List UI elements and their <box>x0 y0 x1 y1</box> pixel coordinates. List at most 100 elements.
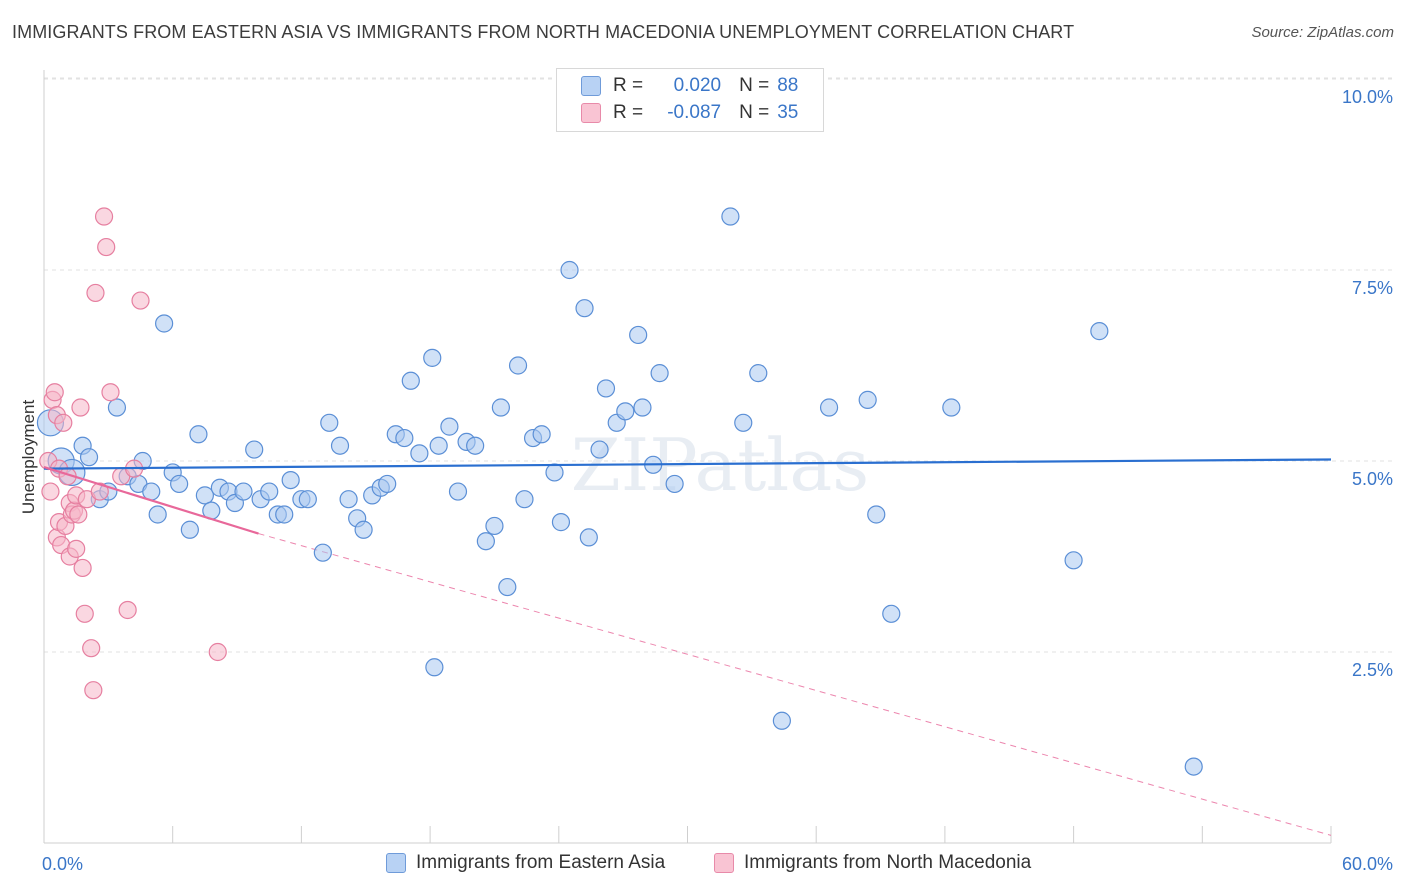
bottom-legend-label: Immigrants from North Macedonia <box>744 852 1032 873</box>
data-point-pink <box>54 413 73 432</box>
bottom-legend-north-macedonia: Immigrants from North Macedonia <box>714 852 1031 874</box>
data-point-blue <box>1090 322 1109 341</box>
data-point-blue <box>195 486 214 505</box>
data-point-blue <box>633 398 652 417</box>
data-point-blue <box>395 428 414 448</box>
data-point-blue <box>882 604 901 623</box>
data-point-blue <box>498 577 517 597</box>
data-point-pink <box>118 600 137 620</box>
data-point-pink <box>75 604 94 623</box>
data-point-blue <box>275 505 294 524</box>
data-point-pink <box>73 558 92 578</box>
data-point-pink <box>67 539 86 558</box>
data-point-pink <box>84 681 103 700</box>
legend-n-value: 35 <box>777 102 799 123</box>
data-point-blue <box>560 260 579 280</box>
data-point-pink <box>94 207 114 226</box>
legend-n-label: N = <box>739 75 770 96</box>
data-point-pink <box>41 482 60 501</box>
data-point-blue <box>734 413 753 432</box>
data-point-blue <box>155 314 174 333</box>
legend-r-value: 0.020 <box>673 75 722 96</box>
data-point-pink <box>208 642 227 662</box>
data-point-blue <box>466 436 485 455</box>
data-point-blue <box>410 444 429 463</box>
data-point-blue <box>749 364 768 383</box>
data-point-blue <box>189 425 208 444</box>
data-point-blue <box>579 528 598 547</box>
data-point-pink <box>97 237 116 257</box>
data-point-pink <box>69 505 88 524</box>
data-point-blue <box>942 398 961 417</box>
data-point-blue <box>721 207 740 226</box>
data-point-blue <box>354 520 373 539</box>
data-point-blue <box>330 436 350 455</box>
data-point-blue <box>485 516 504 536</box>
legend-swatch-blue <box>581 76 601 96</box>
data-point-blue <box>616 402 635 421</box>
data-point-blue <box>1064 551 1083 570</box>
chart-title: IMMIGRANTS FROM EASTERN ASIA VS IMMIGRAN… <box>12 22 1075 42</box>
data-point-blue <box>298 490 317 509</box>
data-point-blue <box>79 448 99 467</box>
data-point-blue <box>515 490 534 509</box>
data-point-blue <box>551 513 571 532</box>
y-tick-label: 7.5% <box>1352 278 1393 298</box>
bottom-legend-eastern-asia: Immigrants from Eastern Asia <box>386 852 665 874</box>
data-point-blue <box>1184 757 1203 776</box>
legend-n-label: N = <box>739 102 770 123</box>
data-point-blue <box>180 520 199 539</box>
data-point-pink <box>101 383 120 402</box>
data-point-blue <box>545 463 564 482</box>
data-point-pink <box>86 283 105 303</box>
data-point-blue <box>234 482 253 501</box>
trend-line-pink <box>43 466 259 535</box>
data-point-blue <box>429 436 448 455</box>
data-point-pink <box>71 398 90 417</box>
legend-r-label: R = <box>613 75 644 96</box>
legend-row-north-macedonia: R = -0.087 N = 35 <box>581 101 798 125</box>
legend-n-value: 88 <box>777 75 799 96</box>
data-point-blue <box>819 398 839 417</box>
y-tick-label: 5.0% <box>1352 469 1393 489</box>
data-point-blue <box>867 505 886 524</box>
data-point-blue <box>476 532 495 551</box>
trend-line-blue <box>43 458 1332 470</box>
data-point-blue <box>448 482 468 501</box>
legend-row-eastern-asia: R = 0.020 N = 88 <box>581 74 798 98</box>
data-point-pink <box>82 639 101 658</box>
legend-swatch-pink <box>581 103 601 123</box>
data-point-blue <box>401 371 420 390</box>
data-point-blue <box>665 474 684 494</box>
bottom-legend-swatch-blue <box>386 853 406 873</box>
data-point-blue <box>320 413 339 432</box>
y-tick-label: 2.5% <box>1352 660 1393 680</box>
bottom-legend-label: Immigrants from Eastern Asia <box>416 852 666 873</box>
data-point-blue <box>107 398 127 417</box>
bottom-legend-swatch-pink <box>714 853 734 873</box>
data-point-blue <box>596 379 616 398</box>
x-tick-label-max: 60.0% <box>1342 854 1393 874</box>
data-point-blue <box>772 711 791 730</box>
data-point-blue <box>260 482 279 501</box>
y-tick-label: 10.0% <box>1342 87 1393 107</box>
legend-r-value: -0.087 <box>667 102 722 123</box>
data-point-blue <box>532 425 551 444</box>
data-point-blue <box>339 490 358 509</box>
data-point-pink <box>90 482 109 501</box>
data-point-blue <box>440 417 459 436</box>
data-point-blue <box>650 364 669 383</box>
y-axis-label: Unemployment <box>19 400 38 515</box>
data-point-blue <box>148 505 167 524</box>
data-point-blue <box>629 325 648 345</box>
data-point-blue <box>491 398 510 417</box>
stats-legend: R = 0.020 N = 88 R = -0.087 N = 35 <box>556 68 824 132</box>
data-point-blue <box>858 390 877 409</box>
x-tick-label-min: 0.0% <box>42 854 83 874</box>
data-point-blue <box>590 440 609 459</box>
data-point-pink <box>45 383 64 402</box>
data-point-blue <box>423 348 442 367</box>
legend-r-label: R = <box>613 102 644 123</box>
source-label: Source: ZipAtlas.com <box>1251 24 1394 41</box>
data-point-blue <box>245 440 264 459</box>
